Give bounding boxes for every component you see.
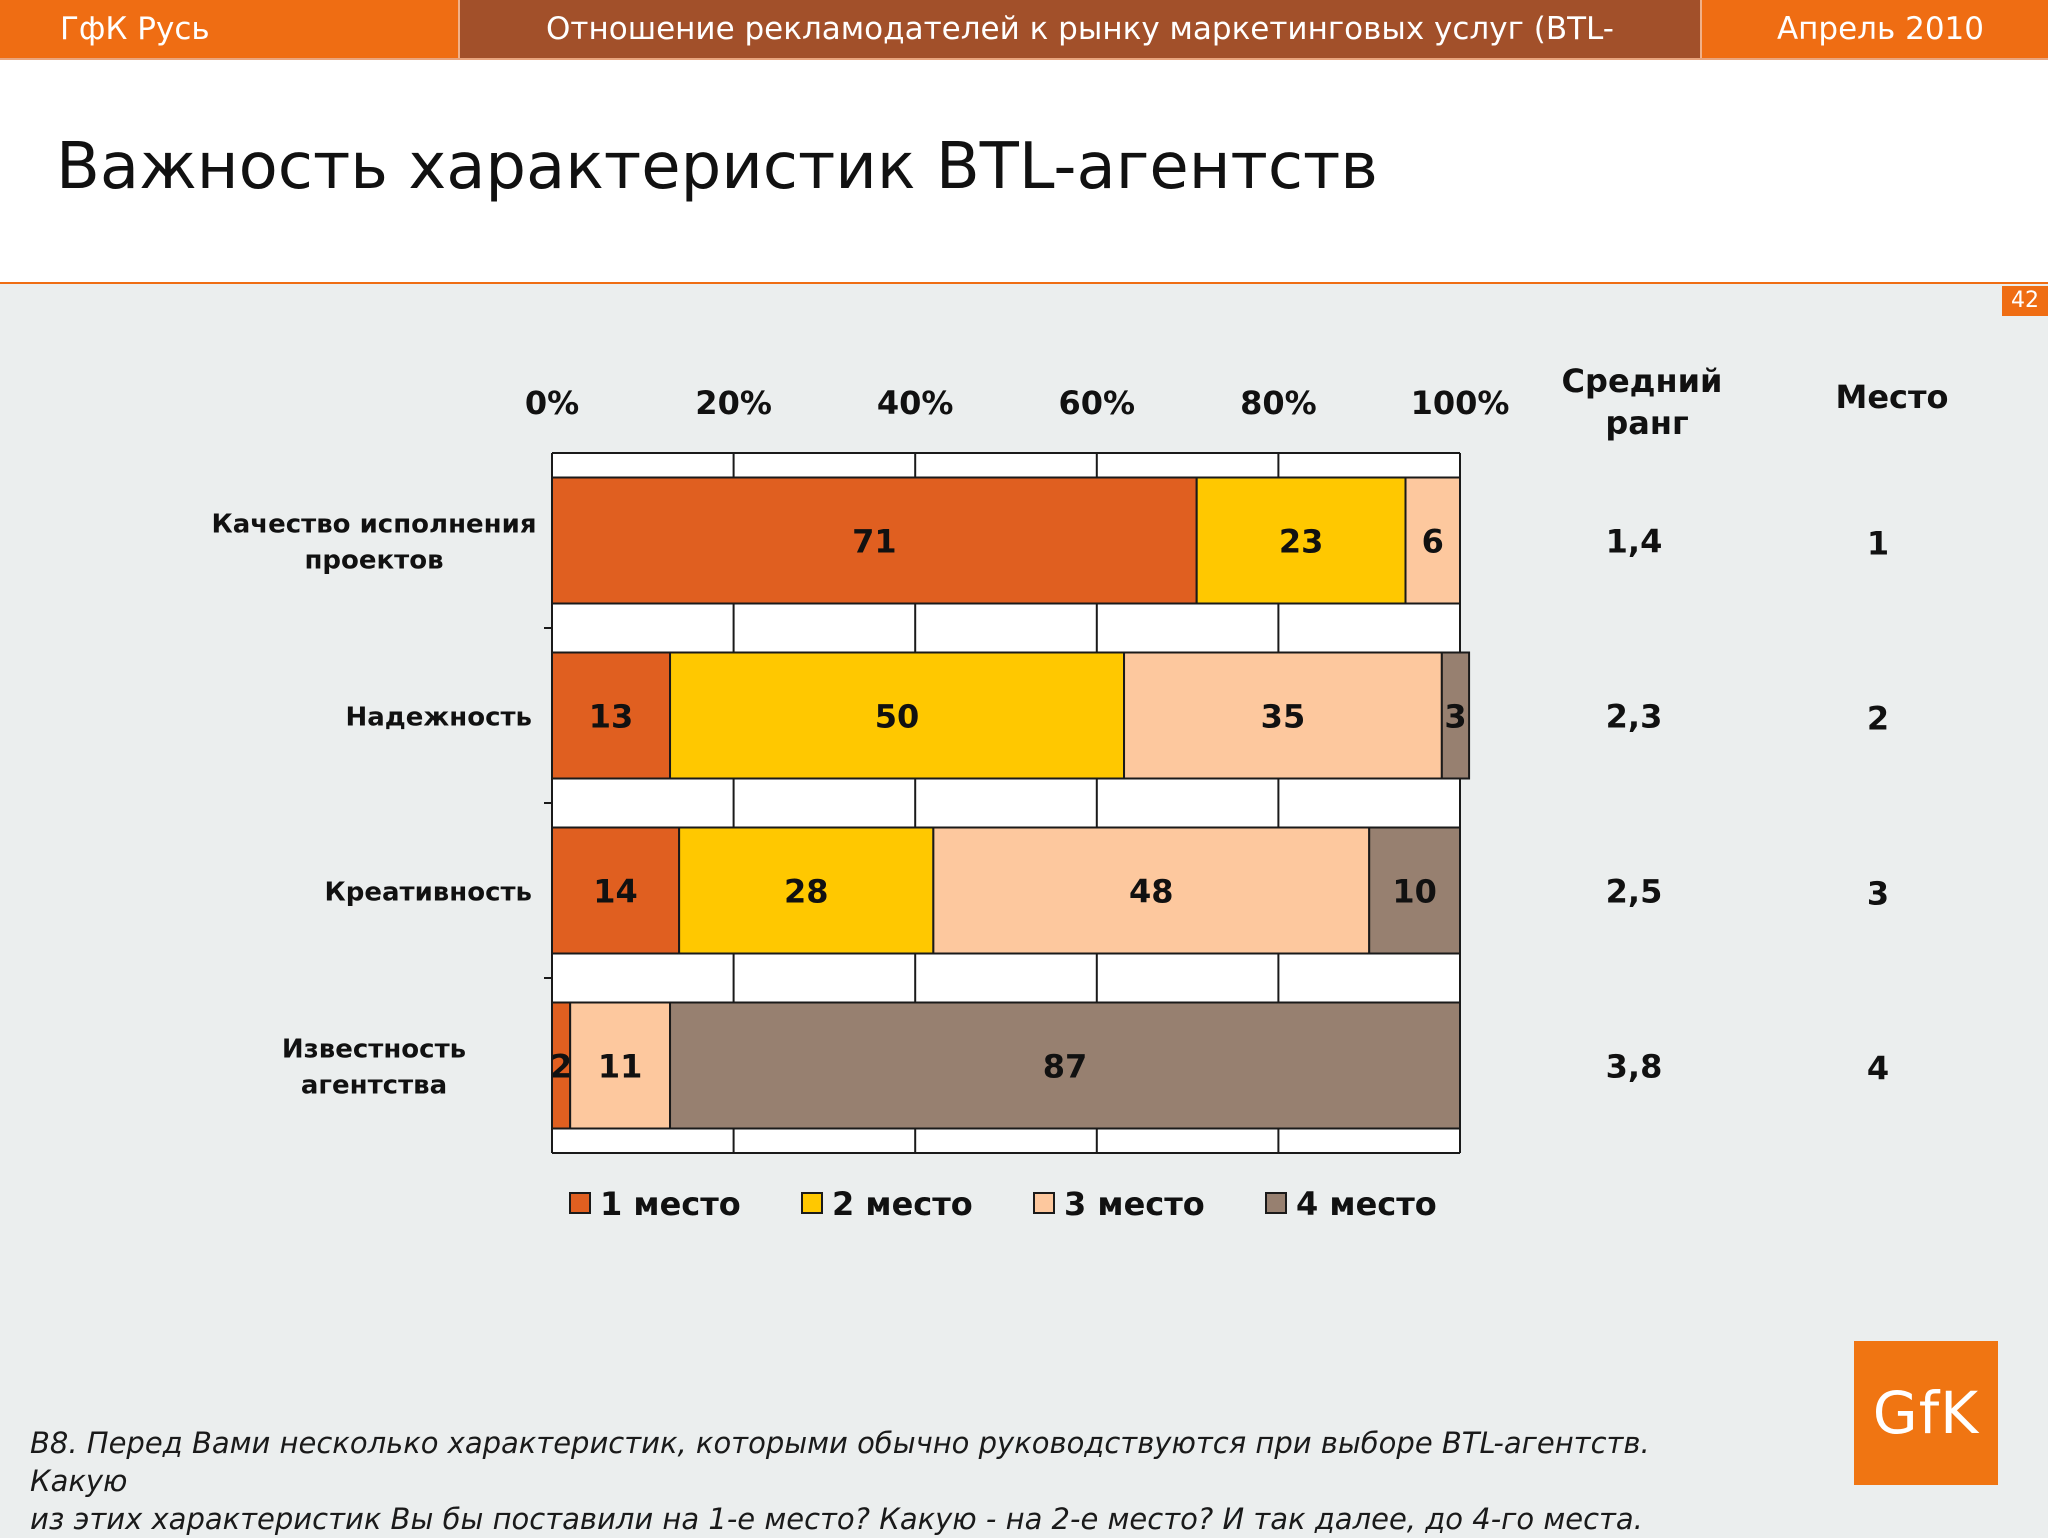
bar-value-label: 87 — [1043, 1048, 1088, 1086]
legend-label: 4 место — [1296, 1185, 1437, 1223]
header-company: ГфК Русь — [0, 0, 458, 58]
bar-segment — [1368, 826, 1461, 955]
bar-value-label: 35 — [1261, 698, 1306, 736]
legend-label: 2 место — [832, 1185, 973, 1223]
x-tick-label: 100% — [1411, 384, 1510, 422]
gfk-logo: GfK — [1854, 1341, 1998, 1485]
avg-rank-header: Средний — [1562, 362, 1723, 400]
bar-value-label: 28 — [784, 873, 829, 911]
bar-segment — [1195, 476, 1407, 605]
title-divider — [0, 282, 2048, 284]
title-area: Важность характеристик BTL-агентств — [0, 60, 2048, 282]
category-label: Надежность — [345, 703, 532, 733]
bar-segment — [669, 1001, 1461, 1130]
x-tick-label: 20% — [695, 384, 772, 422]
page-number: 42 — [2002, 286, 2048, 316]
x-tick-label: 60% — [1059, 384, 1136, 422]
legend-label: 3 место — [1064, 1185, 1205, 1223]
bar-value-label: 11 — [598, 1048, 643, 1086]
category-label: Креативность — [324, 878, 532, 908]
place-header: Место — [1835, 378, 1948, 416]
x-tick-label: 80% — [1240, 384, 1317, 422]
place-value: 3 — [1867, 875, 1889, 913]
category-label: Известность — [282, 1035, 466, 1065]
header-separator — [458, 0, 460, 58]
avg-rank-value: 1,4 — [1606, 523, 1663, 561]
bar-segment — [1404, 476, 1462, 605]
x-tick-label: 40% — [877, 384, 954, 422]
avg-rank-header: ранг — [1605, 404, 1688, 442]
footnote: В8. Перед Вами несколько характеристик, … — [30, 1424, 1730, 1538]
legend-label: 1 место — [600, 1185, 741, 1223]
x-tick-label: 0% — [525, 384, 579, 422]
category-label: Качество исполнения — [211, 510, 536, 540]
bar-value-label: 50 — [875, 698, 920, 736]
bar-segment — [551, 476, 1198, 605]
category-label: проектов — [304, 546, 443, 576]
slide-title: Важность характеристик BTL-агентств — [56, 130, 1378, 204]
bar-segment — [551, 826, 681, 955]
bar-value-label: 3 — [1444, 698, 1466, 736]
place-value: 4 — [1867, 1050, 1889, 1088]
bar-segment — [551, 651, 672, 780]
header-date: Апрель 2010 — [1702, 0, 2048, 58]
place-value: 1 — [1867, 525, 1889, 563]
bar-value-label: 10 — [1392, 873, 1437, 911]
bar-value-label: 14 — [593, 873, 638, 911]
legend-swatch — [569, 1192, 591, 1214]
place-value: 2 — [1867, 700, 1889, 738]
header-separator — [1700, 0, 1702, 58]
category-label: агентства — [301, 1071, 447, 1101]
bar-segment — [1440, 651, 1471, 780]
legend-swatch — [1033, 1192, 1055, 1214]
bar-value-label: 6 — [1422, 523, 1444, 561]
bar-value-label: 13 — [589, 698, 634, 736]
bar-value-label: 48 — [1129, 873, 1174, 911]
avg-rank-value: 2,3 — [1606, 698, 1663, 736]
bar-value-label: 71 — [852, 523, 897, 561]
bar-value-label: 2 — [550, 1048, 572, 1086]
bar-segment — [569, 1001, 672, 1130]
footnote-line-2: из этих характеристик Вы бы поставили на… — [30, 1502, 1643, 1536]
avg-rank-value: 3,8 — [1606, 1048, 1663, 1086]
legend-swatch — [1265, 1192, 1287, 1214]
avg-rank-value: 2,5 — [1606, 873, 1663, 911]
bar-value-label: 23 — [1279, 523, 1324, 561]
footnote-line-1: В8. Перед Вами несколько характеристик, … — [30, 1426, 1650, 1498]
legend-swatch — [801, 1192, 823, 1214]
